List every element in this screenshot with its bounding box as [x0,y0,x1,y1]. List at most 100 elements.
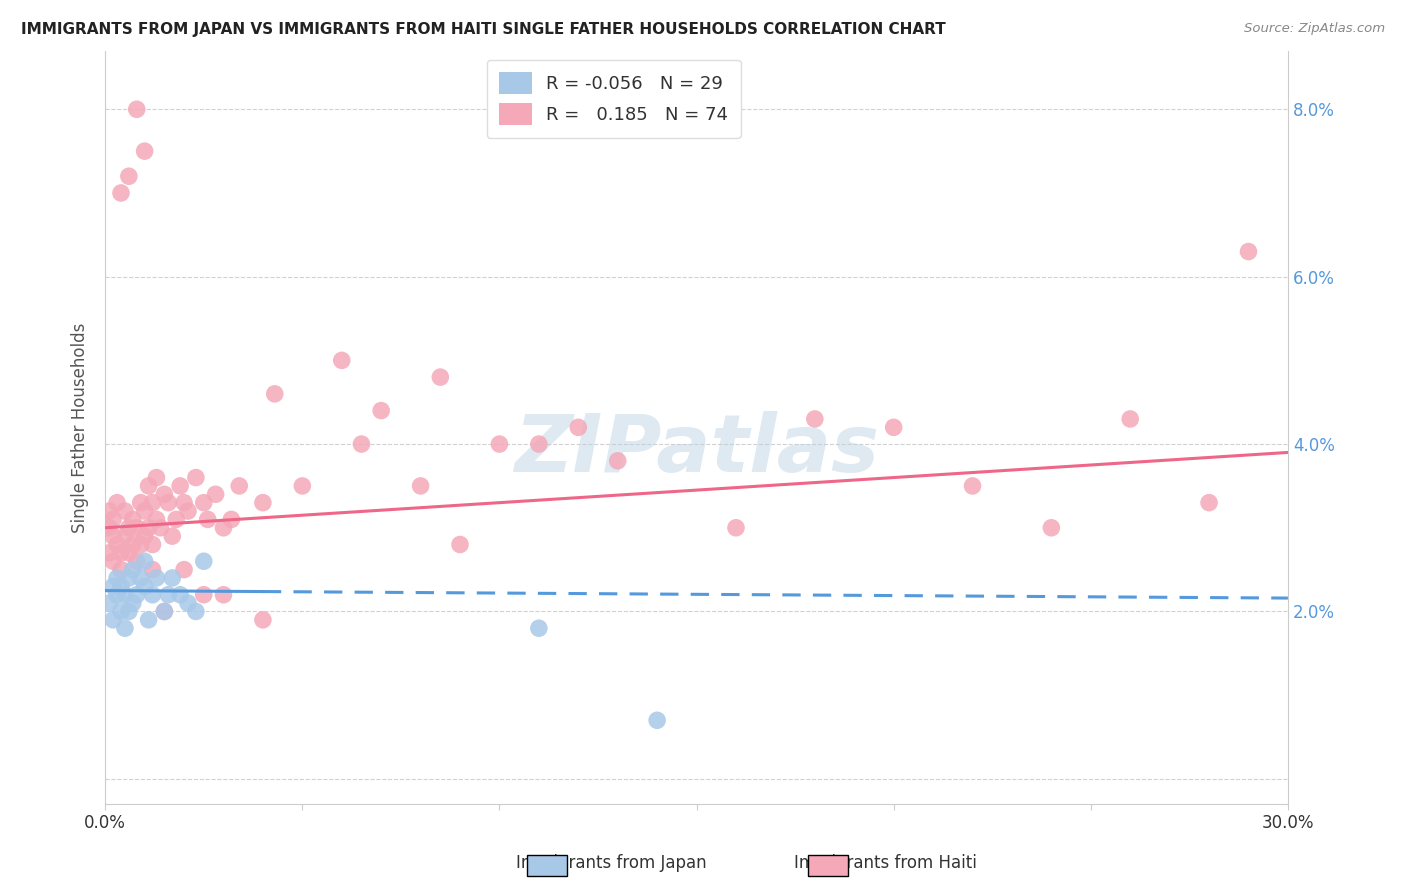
Text: Immigrants from Haiti: Immigrants from Haiti [794,855,977,872]
Point [153,605,176,619]
Point [101,579,124,593]
Point [252,496,274,510]
Point [1040,521,1063,535]
Point [527,621,550,635]
Point [110,546,132,560]
Point [118,571,141,585]
Point [98,504,121,518]
Point [141,496,163,510]
Y-axis label: Single Father Households: Single Father Households [72,322,89,533]
Point [1198,496,1220,510]
Point [606,454,628,468]
Point [212,521,235,535]
Point [121,563,143,577]
Point [98,521,121,535]
Point [291,479,314,493]
Point [110,186,132,200]
Point [118,605,141,619]
Point [157,588,180,602]
Point [153,605,176,619]
Point [169,588,191,602]
Point [160,529,183,543]
Point [145,470,167,484]
Point [141,588,163,602]
Point [129,496,152,510]
Point [567,420,589,434]
Point [105,588,128,602]
Point [134,529,156,543]
Point [153,487,176,501]
Point [121,596,143,610]
Point [134,554,156,568]
Point [118,546,141,560]
Point [149,521,172,535]
Point [177,504,200,518]
Point [105,496,128,510]
Point [129,537,152,551]
Point [221,512,243,526]
Point [105,537,128,551]
Point [121,537,143,551]
Point [962,479,984,493]
Text: ZIPatlas: ZIPatlas [515,411,879,489]
Point [157,496,180,510]
Point [101,529,124,543]
Point [645,713,668,727]
Point [184,605,207,619]
Point [138,521,160,535]
Point [110,605,132,619]
Point [125,554,148,568]
Point [173,496,195,510]
Point [98,546,121,560]
Point [1237,244,1260,259]
Point [370,403,392,417]
Point [330,353,353,368]
Point [883,420,905,434]
Point [134,579,156,593]
Text: Immigrants from Japan: Immigrants from Japan [516,855,707,872]
Point [101,512,124,526]
Point [114,588,136,602]
Point [409,479,432,493]
Point [98,596,121,610]
Point [197,512,219,526]
Point [110,563,132,577]
Point [488,437,510,451]
Point [101,554,124,568]
Point [145,571,167,585]
Point [138,613,160,627]
Point [138,479,160,493]
Point [129,571,152,585]
Point [449,537,471,551]
Point [105,571,128,585]
Point [165,512,187,526]
Point [125,588,148,602]
Point [145,512,167,526]
Point [114,504,136,518]
Point [125,521,148,535]
Point [114,621,136,635]
Point [141,537,163,551]
Point [118,169,141,184]
Point [141,563,163,577]
Point [252,613,274,627]
Point [804,412,827,426]
Point [193,588,215,602]
Point [263,387,285,401]
Point [527,437,550,451]
Point [118,521,141,535]
Point [101,613,124,627]
Point [114,529,136,543]
Point [193,554,215,568]
Point [724,521,747,535]
Point [169,479,191,493]
Point [134,504,156,518]
Point [212,588,235,602]
Point [125,103,148,117]
Point [1119,412,1142,426]
Point [184,470,207,484]
Point [160,571,183,585]
Legend: R = -0.056   N = 29, R =   0.185   N = 74: R = -0.056 N = 29, R = 0.185 N = 74 [486,60,741,138]
Text: Source: ZipAtlas.com: Source: ZipAtlas.com [1244,22,1385,36]
Point [173,563,195,577]
